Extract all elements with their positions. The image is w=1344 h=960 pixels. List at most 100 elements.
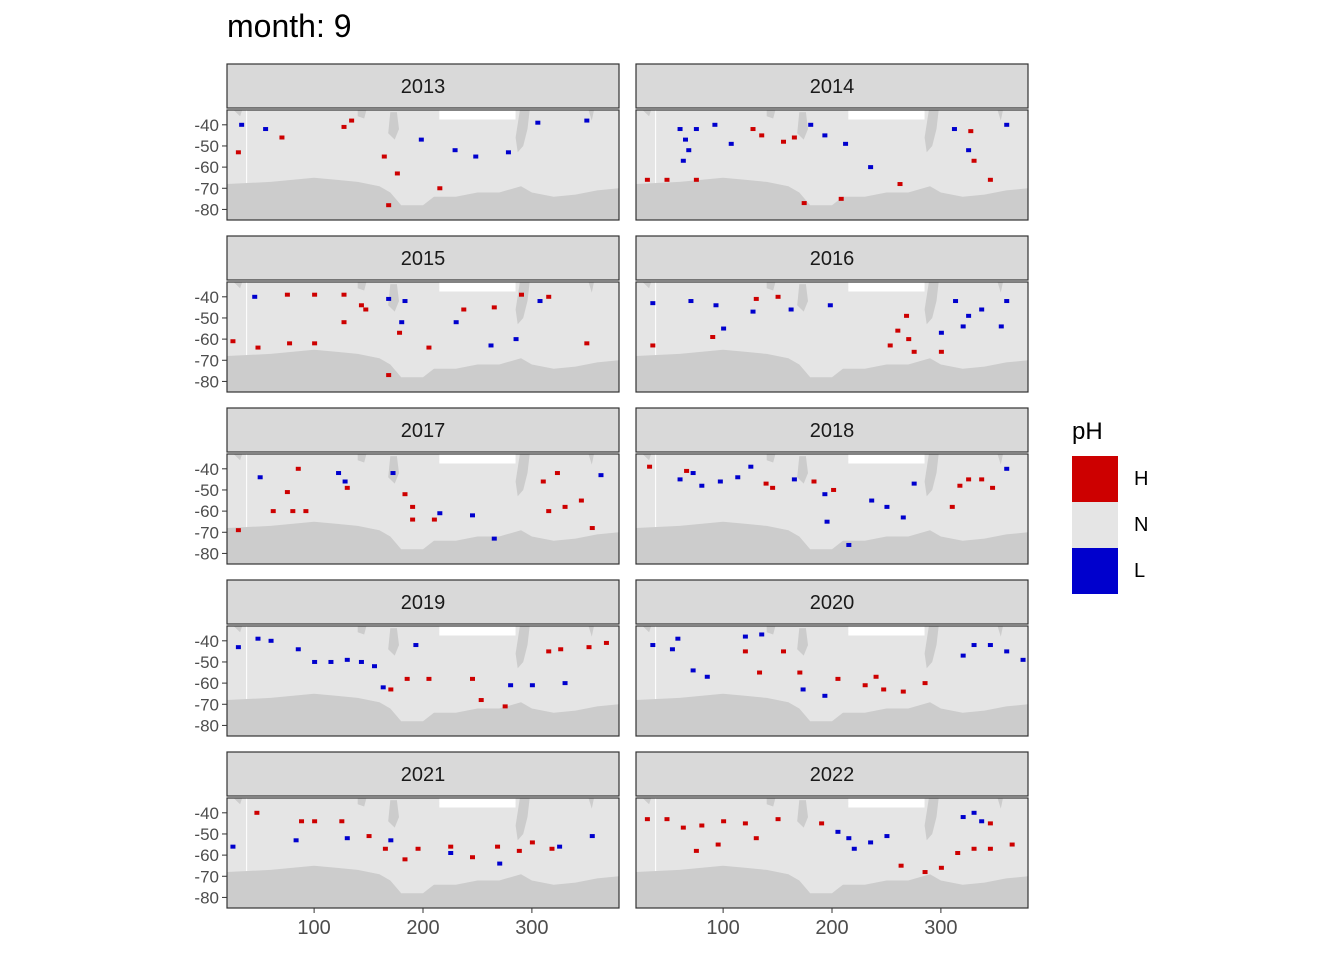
facet-strip <box>635 579 1029 625</box>
cell-low <box>437 511 443 516</box>
cell-high <box>650 343 656 348</box>
cell-high <box>979 477 985 482</box>
land-mask <box>797 456 808 484</box>
cell-low <box>800 687 806 692</box>
cell-low <box>452 148 458 153</box>
land-mask <box>388 800 399 828</box>
land-mask <box>357 798 367 807</box>
x-tick-label: 200 <box>406 917 439 939</box>
cell-high <box>881 687 887 692</box>
cell-low <box>951 127 957 132</box>
panel-border <box>635 281 1029 393</box>
y-tick-label: -40 <box>194 632 219 651</box>
legend-item-l: L <box>1072 548 1192 594</box>
land-mask <box>515 282 530 325</box>
cell-high <box>742 649 748 654</box>
cell-high <box>562 504 568 509</box>
cell-high <box>426 676 432 681</box>
cell-low <box>448 851 454 855</box>
cell-high <box>502 704 508 709</box>
cell-high <box>835 676 841 681</box>
cell-high <box>584 341 590 346</box>
facet-strip <box>226 235 620 281</box>
cell-high <box>426 345 432 350</box>
cell-high <box>341 320 347 325</box>
cell-low <box>598 473 604 478</box>
cell-low <box>966 148 972 153</box>
legend-label-n: N <box>1134 513 1149 536</box>
land-mask <box>797 112 808 140</box>
ocean-cells-north-east <box>924 798 1028 808</box>
cell-low <box>388 838 394 843</box>
cell-high <box>987 177 993 182</box>
cell-high <box>554 471 560 476</box>
land-mask <box>233 454 243 461</box>
y-tick-label: -80 <box>194 372 219 391</box>
cell-high <box>949 504 955 509</box>
cell-high <box>938 865 944 870</box>
cell-low <box>386 296 392 301</box>
panel-area <box>227 282 619 392</box>
cell-low <box>868 840 874 845</box>
legend-key-h <box>1072 456 1118 502</box>
y-tick-label: -80 <box>194 716 219 735</box>
cell-high <box>664 177 670 182</box>
ocean-cells-north <box>636 798 849 808</box>
cell-low <box>470 513 475 518</box>
facet-panel-2015: 2015 -40 -50 -60 -70 -80 <box>194 235 620 393</box>
land-mask <box>388 112 399 140</box>
facet-strip <box>635 407 1029 453</box>
cell-low <box>822 492 828 497</box>
cell-high <box>775 817 781 822</box>
cell-low <box>584 118 590 123</box>
cell-low <box>693 127 699 132</box>
cell-high <box>721 819 727 824</box>
cell-high <box>349 118 355 123</box>
panel-area <box>636 798 1028 908</box>
x-tick-label: 100 <box>297 917 330 939</box>
cell-high <box>235 528 241 533</box>
cell-high <box>358 303 364 308</box>
cell-low <box>822 693 828 698</box>
land-mask <box>636 693 1028 736</box>
cell-high <box>516 848 522 853</box>
cell-high <box>770 485 776 490</box>
land-mask <box>997 454 1003 465</box>
cell-high <box>578 498 584 503</box>
cell-low <box>650 643 656 648</box>
land-mask <box>515 110 530 153</box>
ocean-cells-north <box>227 798 440 808</box>
cell-high <box>966 477 972 482</box>
cell-high <box>781 139 786 144</box>
cell-low <box>721 326 727 331</box>
cell-high <box>312 292 318 297</box>
land-mask <box>588 454 594 465</box>
cell-high <box>971 846 977 851</box>
cell-high <box>546 294 552 299</box>
panel-area <box>636 282 1028 392</box>
land-mask <box>766 110 776 119</box>
land-mask <box>642 282 652 289</box>
y-tick-label: -60 <box>194 846 219 865</box>
land-mask <box>924 798 939 841</box>
cell-low <box>488 343 494 348</box>
cell-high <box>1009 842 1015 847</box>
facet-strip-label: 2019 <box>401 592 446 614</box>
cell-low <box>508 683 514 688</box>
land-mask <box>924 454 939 497</box>
cell-high <box>680 825 686 830</box>
land-mask <box>588 110 594 121</box>
land-mask <box>997 798 1003 809</box>
ocean-cells-north <box>227 626 440 636</box>
chart-title: month: 9 <box>227 8 352 44</box>
y-tick-label: -60 <box>194 502 219 521</box>
land-mask <box>766 626 776 635</box>
cell-low <box>418 137 424 142</box>
cell-high <box>402 492 408 497</box>
land-mask <box>924 626 939 669</box>
cell-high <box>470 676 475 681</box>
facet-strip-label: 2017 <box>401 420 446 442</box>
cell-high <box>299 819 305 824</box>
